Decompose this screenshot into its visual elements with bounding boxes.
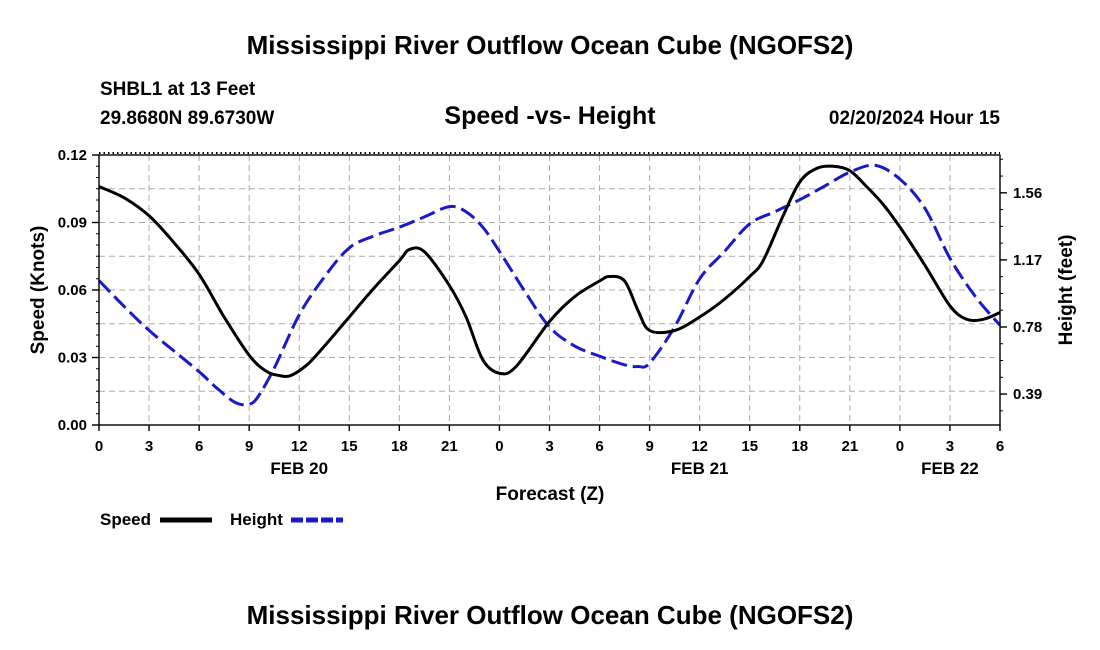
chart-title: Mississippi River Outflow Ocean Cube (NG… bbox=[247, 30, 854, 60]
y-tick-label: 0.03 bbox=[58, 350, 87, 367]
y2-tick-label: 1.17 bbox=[1013, 252, 1042, 269]
x-tick-label: 18 bbox=[791, 438, 808, 455]
y-axis-label: Speed (Knots) bbox=[28, 226, 49, 355]
station-label: SHBL1 at 13 Feet bbox=[100, 79, 256, 100]
x-tick-label: 18 bbox=[391, 438, 408, 455]
x-tick-label: 3 bbox=[946, 438, 954, 455]
position-label: 29.8680N 89.6730W bbox=[100, 108, 274, 129]
y-tick-label: 0.12 bbox=[58, 147, 87, 164]
y-tick-label: 0.09 bbox=[58, 215, 87, 232]
legend-height-label: Height bbox=[230, 510, 283, 529]
axes: 0 3 6 9 12 15 18 21 0 3 6 9 12 15 18 21 0 3 6 FEB 20 FEB 21 F… bbox=[58, 147, 1042, 478]
x-tick-label: 6 bbox=[996, 438, 1004, 455]
x-tick-label: 12 bbox=[691, 438, 708, 455]
x-tick-label: 6 bbox=[195, 438, 203, 455]
y2-tick-label: 0.39 bbox=[1013, 386, 1042, 403]
x-tick-label: 21 bbox=[841, 438, 858, 455]
legend-speed-label: Speed bbox=[100, 510, 151, 529]
x-tick-label: 9 bbox=[245, 438, 253, 455]
x-axis-label: Forecast (Z) bbox=[496, 484, 605, 505]
y-tick-label: 0.00 bbox=[58, 417, 87, 434]
legend: Speed Height bbox=[100, 510, 343, 529]
x-date-label: FEB 22 bbox=[921, 459, 979, 478]
series-line-speed bbox=[98, 164, 1001, 379]
x-tick-label: 3 bbox=[545, 438, 553, 455]
x-tick-label: 12 bbox=[291, 438, 308, 455]
x-tick-label: 3 bbox=[145, 438, 153, 455]
x-date-label: FEB 21 bbox=[671, 459, 729, 478]
datetime-label: 02/20/2024 Hour 15 bbox=[829, 108, 1001, 129]
x-tick-label: 21 bbox=[441, 438, 458, 455]
x-tick-label: 0 bbox=[95, 438, 103, 455]
x-tick-label: 9 bbox=[645, 438, 653, 455]
x-tick-label: 15 bbox=[341, 438, 358, 455]
y-tick-label: 0.06 bbox=[58, 282, 87, 299]
x-date-label: FEB 20 bbox=[270, 459, 328, 478]
x-tick-label: 15 bbox=[741, 438, 758, 455]
grid bbox=[99, 155, 1000, 425]
chart-subtitle: Speed -vs- Height bbox=[444, 102, 656, 130]
series-line-height bbox=[97, 163, 1002, 407]
x-tick-label: 0 bbox=[896, 438, 904, 455]
x-tick-label: 0 bbox=[495, 438, 503, 455]
series-layer bbox=[97, 163, 1002, 407]
y2-axis-label: Height (feet) bbox=[1056, 235, 1077, 346]
x-tick-label: 6 bbox=[595, 438, 603, 455]
footer-title: Mississippi River Outflow Ocean Cube (NG… bbox=[247, 600, 854, 630]
y2-tick-label: 1.56 bbox=[1013, 185, 1042, 202]
y2-tick-label: 0.78 bbox=[1013, 319, 1042, 336]
